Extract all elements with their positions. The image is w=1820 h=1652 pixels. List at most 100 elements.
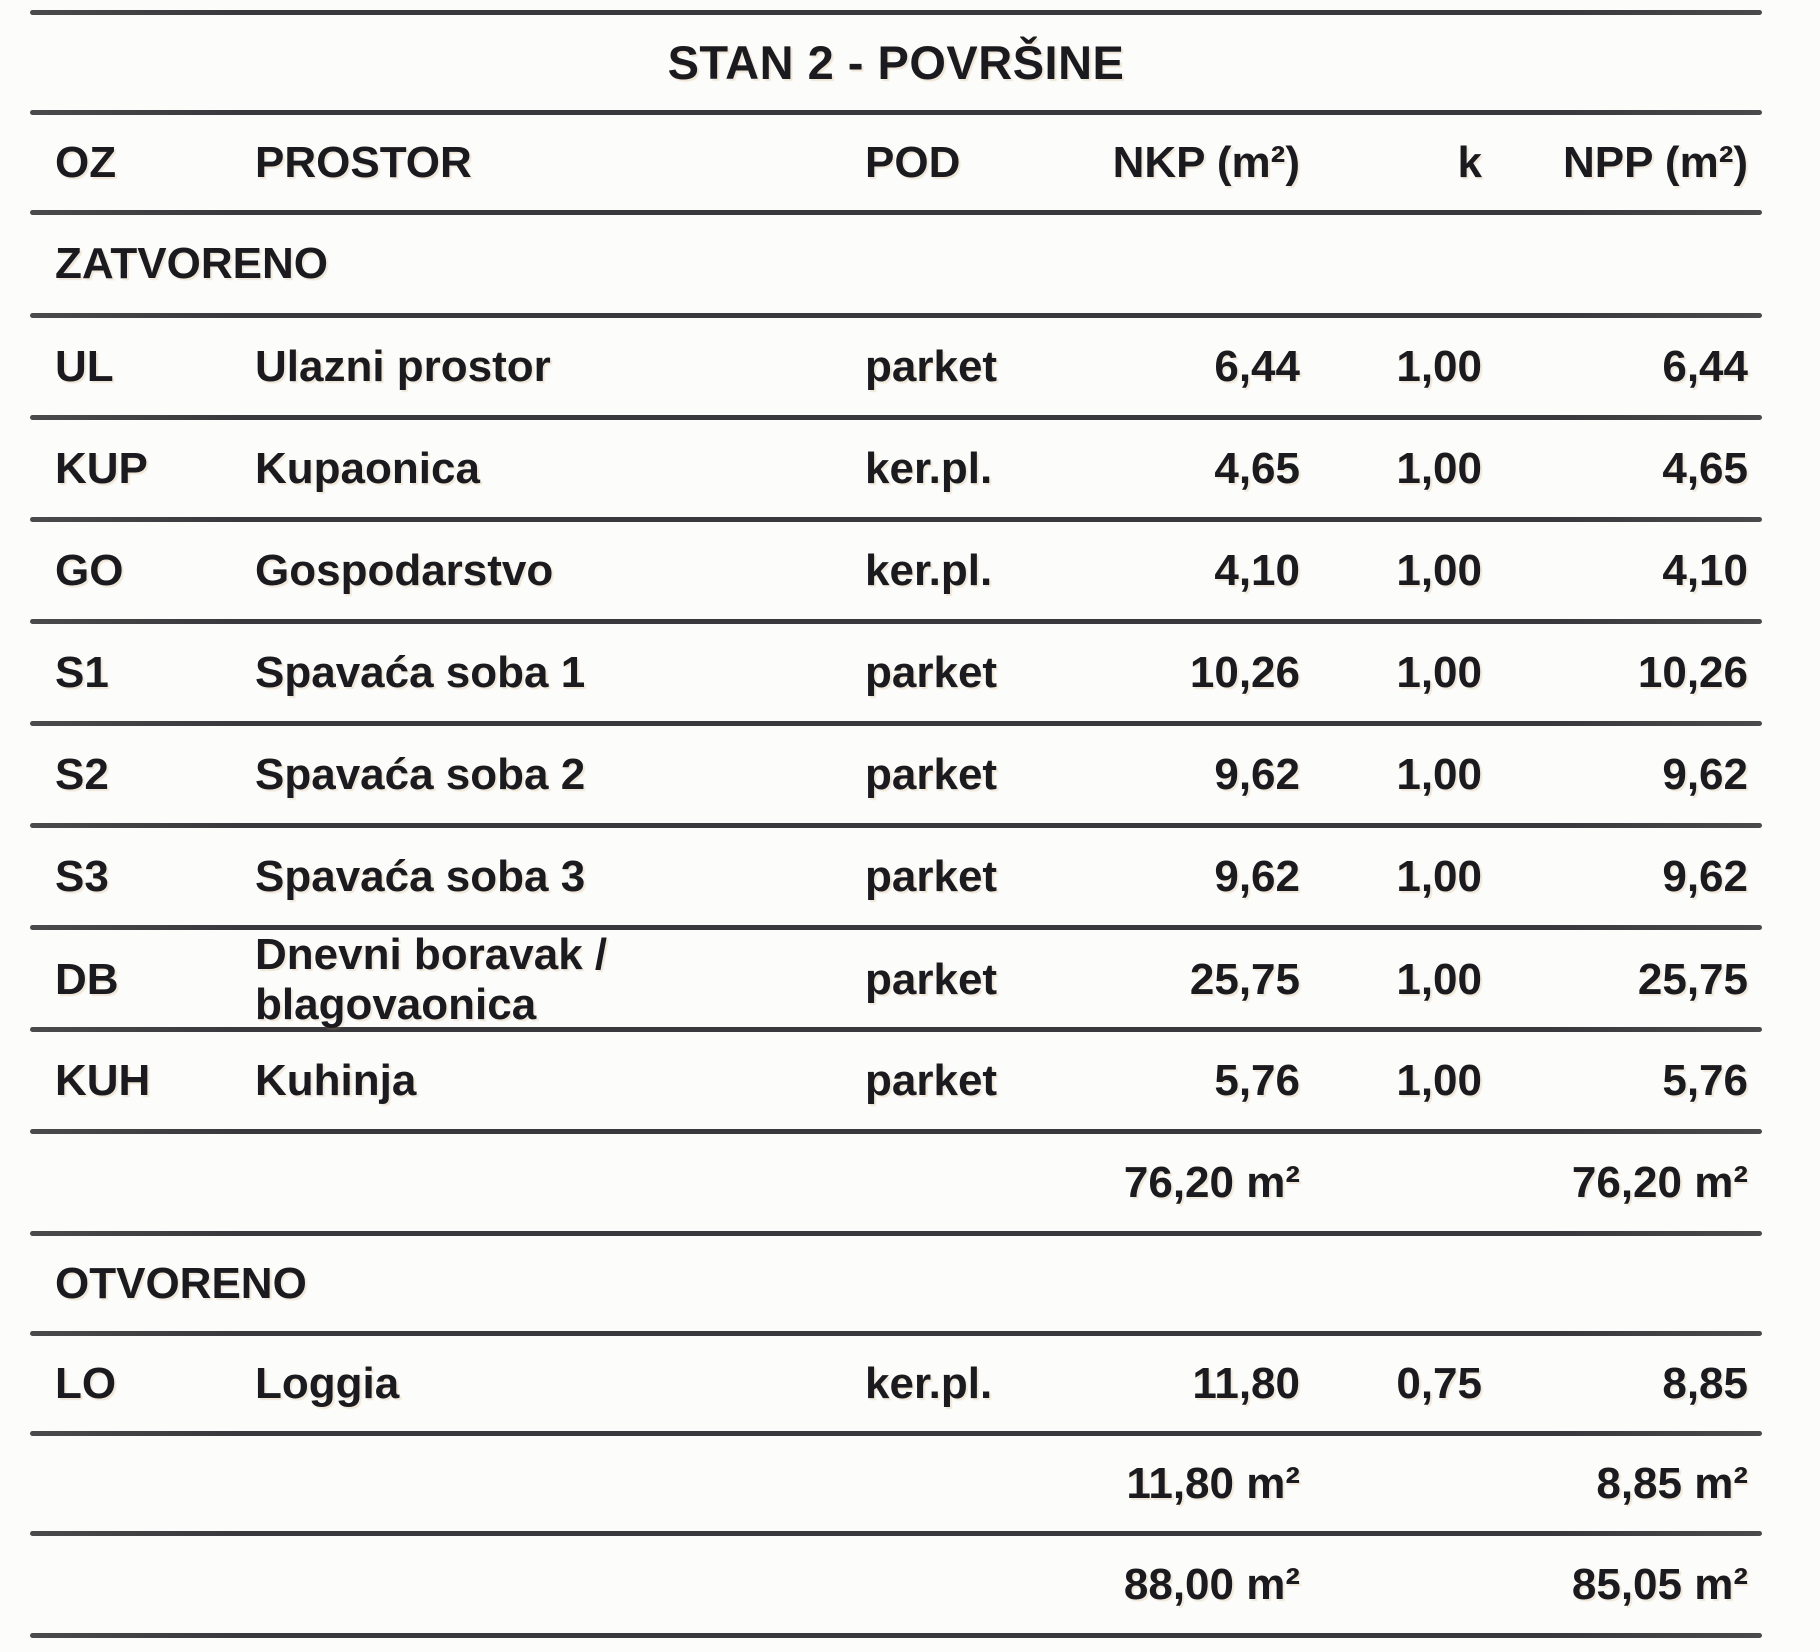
section-header-zatvoreno: ZATVORENO: [30, 215, 1762, 313]
cell-nkp: 5,76: [1214, 1055, 1300, 1105]
cell-prostor: Ulazni prostor: [255, 341, 551, 391]
section-label: OTVORENO: [55, 1258, 307, 1308]
table-row: S1 Spavaća soba 1 parket 10,26 1,00 10,2…: [30, 624, 1762, 721]
column-header-prostor: PROSTOR: [255, 137, 472, 187]
table-row: LO Loggia ker.pl. 11,80 0,75 8,85: [30, 1336, 1762, 1431]
cell-nkp: 6,44: [1214, 341, 1300, 391]
cell-nkp: 9,62: [1214, 851, 1300, 901]
rule: [30, 721, 1762, 726]
cell-prostor: Kuhinja: [255, 1055, 417, 1105]
cell-nkp: 4,65: [1214, 443, 1300, 493]
section-label: ZATVORENO: [55, 239, 328, 288]
cell-prostor: Dnevni boravak / blagovaonica: [255, 930, 608, 1029]
cell-npp: 4,10: [1662, 545, 1748, 595]
cell-nkp: 11,80: [1192, 1358, 1300, 1408]
cell-oz: UL: [55, 341, 114, 391]
cell-pod: parket: [865, 749, 998, 799]
rule: [30, 415, 1762, 420]
cell-npp: 9,62: [1662, 851, 1748, 901]
cell-oz: KUH: [55, 1055, 151, 1105]
cell-prostor: Spavaća soba 1: [255, 647, 586, 697]
rule: [30, 1331, 1762, 1336]
table-row: KUH Kuhinja parket 5,76 1,00 5,76: [30, 1032, 1762, 1129]
cell-oz: DB: [55, 955, 119, 1004]
cell-npp: 8,85: [1662, 1358, 1748, 1408]
subtotal-row-otvoreno: 11,80 m² 8,85 m²: [30, 1436, 1762, 1531]
cell-pod: parket: [865, 955, 998, 1004]
cell-npp: 9,62: [1662, 749, 1748, 799]
cell-npp: 10,26: [1637, 647, 1748, 697]
subtotal-npp: 76,20 m²: [1571, 1157, 1748, 1207]
subtotal-row-zatvoreno: 76,20 m² 76,20 m²: [30, 1134, 1762, 1231]
cell-prostor: Spavaća soba 2: [255, 749, 586, 799]
total-nkp: 88,00 m²: [1123, 1559, 1300, 1609]
rule: [30, 1231, 1762, 1236]
subtotal-nkp: 76,20 m²: [1123, 1157, 1300, 1207]
rule: [30, 1633, 1762, 1638]
cell-pod: parket: [865, 851, 998, 901]
cell-k: 1,00: [1396, 647, 1482, 697]
rule: [30, 517, 1762, 522]
cell-oz: S2: [55, 749, 109, 799]
rule: [30, 110, 1762, 115]
cell-k: 1,00: [1396, 1055, 1482, 1105]
rule: [30, 925, 1762, 930]
table-row: S3 Spavaća soba 3 parket 9,62 1,00 9,62: [30, 828, 1762, 925]
column-header-nkp: NKP (m²): [1112, 137, 1300, 187]
cell-k: 1,00: [1396, 545, 1482, 595]
header-row: OZ PROSTOR POD NKP (m²) k NPP (m²): [30, 115, 1762, 210]
cell-nkp: 25,75: [1189, 955, 1300, 1004]
rule: [30, 823, 1762, 828]
cell-pod: parket: [865, 647, 998, 697]
rule: [30, 210, 1762, 215]
section-header-otvoreno: OTVORENO: [30, 1236, 1762, 1331]
table-row: KUP Kupaonica ker.pl. 4,65 1,00 4,65: [30, 420, 1762, 517]
table-title: STAN 2 - POVRŠINE: [667, 36, 1125, 89]
column-header-k: k: [1457, 137, 1482, 187]
rule: [30, 313, 1762, 318]
cell-pod: parket: [865, 341, 998, 391]
column-header-pod: POD: [865, 137, 961, 187]
table-row: S2 Spavaća soba 2 parket 9,62 1,00 9,62: [30, 726, 1762, 823]
rule: [30, 1129, 1762, 1134]
column-header-oz: OZ: [55, 137, 117, 187]
rule: [30, 1431, 1762, 1436]
cell-oz: S3: [55, 851, 109, 901]
area-table: STAN 2 - POVRŠINE OZ PROSTOR POD NKP (m²…: [30, 10, 1762, 1638]
cell-npp: 6,44: [1662, 341, 1748, 391]
cell-oz: KUP: [55, 443, 148, 493]
cell-npp: 4,65: [1662, 443, 1748, 493]
cell-pod: parket: [865, 1055, 998, 1105]
cell-k: 1,00: [1396, 955, 1482, 1004]
total-row: 88,00 m² 85,05 m²: [30, 1536, 1762, 1633]
cell-npp: 25,75: [1637, 955, 1748, 1004]
cell-npp: 5,76: [1662, 1055, 1748, 1105]
table-row: GO Gospodarstvo ker.pl. 4,10 1,00 4,10: [30, 522, 1762, 619]
cell-k: 1,00: [1396, 851, 1482, 901]
rule: [30, 1531, 1762, 1536]
cell-nkp: 4,10: [1214, 545, 1300, 595]
cell-prostor: Loggia: [255, 1358, 400, 1408]
cell-oz: GO: [55, 545, 124, 595]
cell-nkp: 10,26: [1189, 647, 1300, 697]
cell-pod: ker.pl.: [865, 443, 993, 493]
subtotal-nkp: 11,80 m²: [1126, 1458, 1300, 1508]
table-row: UL Ulazni prostor parket 6,44 1,00 6,44: [30, 318, 1762, 415]
cell-prostor: Spavaća soba 3: [255, 851, 586, 901]
rule: [30, 619, 1762, 624]
cell-nkp: 9,62: [1214, 749, 1300, 799]
cell-pod: ker.pl.: [865, 545, 993, 595]
subtotal-npp: 8,85 m²: [1596, 1458, 1748, 1508]
table-row: DB Dnevni boravak / blagovaonica parket …: [30, 930, 1762, 1029]
cell-prostor: Gospodarstvo: [255, 545, 554, 595]
cell-prostor: Kupaonica: [255, 443, 480, 493]
cell-oz: S1: [55, 647, 109, 697]
total-npp: 85,05 m²: [1571, 1559, 1748, 1609]
rule: [30, 1027, 1762, 1032]
cell-oz: LO: [55, 1358, 117, 1408]
cell-k: 1,00: [1396, 749, 1482, 799]
cell-k: 1,00: [1396, 443, 1482, 493]
cell-pod: ker.pl.: [865, 1358, 993, 1408]
cell-k: 0,75: [1396, 1358, 1482, 1408]
